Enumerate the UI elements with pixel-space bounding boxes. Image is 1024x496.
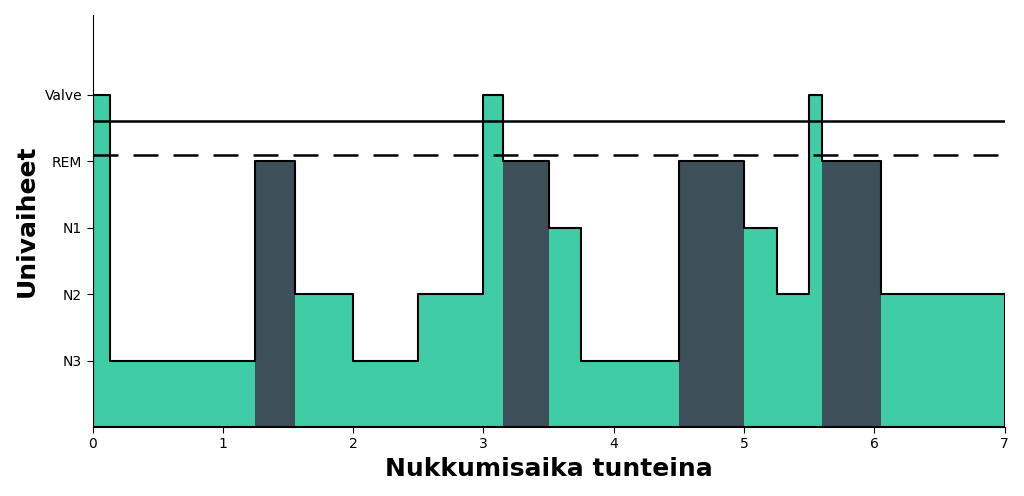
- X-axis label: Nukkumisaika tunteina: Nukkumisaika tunteina: [385, 457, 713, 481]
- Y-axis label: Univaiheet: Univaiheet: [15, 145, 39, 297]
